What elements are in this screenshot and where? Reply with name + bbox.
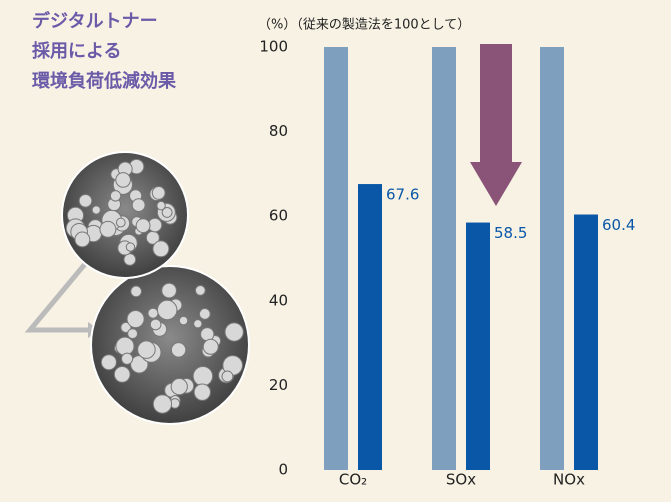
bar	[574, 214, 598, 470]
particle	[170, 378, 188, 396]
chart-title: デジタルトナー	[32, 10, 158, 32]
particle	[152, 394, 173, 414]
particle	[152, 240, 170, 258]
y-tick-label: 60	[269, 207, 288, 225]
particle	[194, 285, 206, 296]
y-tick-label: 80	[269, 122, 288, 140]
particle	[202, 338, 219, 355]
particle	[113, 366, 131, 383]
particle	[178, 315, 189, 326]
particle	[135, 218, 151, 234]
particle	[125, 242, 136, 252]
particle	[99, 220, 117, 238]
chart-title: 環境負荷低減効果	[32, 70, 177, 92]
particle	[100, 354, 117, 371]
value-label: 58.5	[494, 224, 527, 242]
particle	[120, 321, 132, 333]
particle	[147, 307, 159, 319]
particle	[151, 186, 166, 200]
y-tick-label: 100	[259, 38, 288, 56]
particle	[115, 217, 126, 228]
particle	[221, 370, 234, 383]
particle	[115, 172, 131, 188]
particle	[170, 342, 187, 358]
particle	[161, 207, 173, 218]
x-tick-label: NOx	[553, 471, 585, 489]
x-tick-label: CO₂	[339, 471, 367, 489]
particle	[126, 309, 145, 329]
particle	[131, 198, 146, 213]
particle-images	[61, 151, 250, 425]
value-label: 67.6	[386, 186, 419, 204]
y-tick-label: 20	[269, 376, 288, 394]
particle	[109, 190, 122, 202]
x-tick-label: SOx	[446, 471, 476, 489]
particle	[130, 285, 143, 298]
y-tick-label: 0	[278, 461, 288, 479]
particle	[120, 352, 134, 365]
particle	[192, 365, 214, 387]
particle	[193, 383, 211, 401]
particle	[193, 319, 203, 329]
particle	[127, 328, 139, 340]
bar	[358, 184, 382, 470]
decrease-arrow	[470, 44, 522, 206]
chart-subtitle: （%）（従来の製造法を100として）	[258, 18, 470, 33]
particle	[137, 340, 156, 359]
particle	[74, 231, 91, 248]
particle	[224, 322, 244, 342]
bar	[324, 47, 348, 470]
particle	[198, 308, 211, 320]
bar	[466, 222, 490, 470]
connector-arrow	[24, 256, 92, 333]
particle	[161, 282, 177, 299]
y-tick-label: 40	[269, 291, 288, 309]
chart-title: 採用による	[32, 40, 121, 62]
particle	[149, 318, 162, 331]
value-label: 60.4	[602, 216, 635, 234]
particle	[91, 205, 101, 215]
particle	[130, 355, 149, 374]
bar	[432, 47, 456, 470]
particle	[115, 336, 135, 356]
particle	[78, 193, 93, 208]
particle	[156, 299, 178, 321]
particle	[156, 200, 166, 211]
bar	[540, 47, 564, 470]
